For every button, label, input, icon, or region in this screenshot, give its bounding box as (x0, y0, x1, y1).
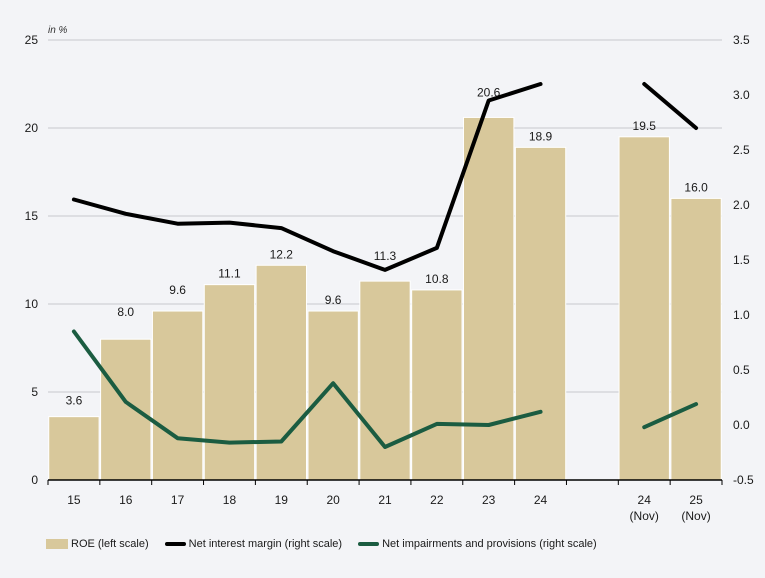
bar-value-label: 9.6 (169, 283, 186, 297)
net-impairments-line-swatch (358, 542, 380, 546)
x-tick-label: 18 (223, 493, 237, 507)
bar-roe-24 (514, 146, 567, 481)
roe-bar-swatch (46, 539, 68, 549)
bar-value-label: 3.6 (66, 394, 83, 408)
bar-value-label: 16.0 (684, 180, 708, 194)
bar-roe-17 (151, 310, 204, 481)
x-tick-label: 16 (119, 493, 133, 507)
right-axis-tick-label: 0.0 (733, 418, 750, 432)
left-axis-tick-label: 0 (31, 473, 38, 487)
bar-roe-24-nov- (618, 136, 670, 481)
right-axis-tick-label: -0.5 (733, 473, 754, 487)
bar-roe-15 (48, 416, 100, 481)
x-tick-label: 24 (Nov) (630, 493, 659, 523)
left-axis-tick-label: 15 (25, 209, 39, 223)
bar-value-label: 18.9 (529, 129, 553, 143)
left-axis-tick-label: 5 (31, 385, 38, 399)
x-tick-label: 22 (430, 493, 444, 507)
chart-legend: ROE (left scale) Net interest margin (ri… (46, 538, 597, 550)
net-impairments-line-segment (71, 329, 543, 449)
bar-value-label: 19.5 (633, 119, 657, 133)
legend-label-net-impairments: Net impairments and provisions (right sc… (382, 538, 597, 550)
x-tick-label: 17 (171, 493, 185, 507)
net-interest-margin-line-segment (71, 82, 543, 272)
net-interest-margin-line-swatch (164, 542, 186, 546)
bar-value-label: 8.0 (117, 305, 134, 319)
right-axis-tick-label: 3.5 (733, 33, 750, 47)
roe-nim-impairments-chart: in % 3.6 8.0 9.6 11.1 12.2 9.6 11.3 10.8 20.6 18.9… (25, 25, 754, 523)
bar-value-label: 11.1 (218, 267, 241, 281)
x-tick-label: 19 (275, 493, 289, 507)
bar-value-label: 10.8 (425, 272, 449, 286)
bar-value-label: 11.3 (374, 249, 397, 263)
right-axis-tick-label: 2.5 (733, 143, 750, 157)
right-axis-tick-label: 2.0 (733, 198, 750, 212)
left-axis-tick-label: 20 (25, 121, 39, 135)
bar-value-label: 20.6 (477, 85, 501, 99)
bar-roe-25-nov- (670, 197, 722, 481)
x-tick-label: 24 (534, 493, 548, 507)
bar-value-label: 12.2 (270, 247, 294, 261)
legend-item-roe: ROE (left scale) (46, 538, 149, 550)
bar-roe-20 (307, 310, 359, 481)
x-tick-label: 15 (67, 493, 81, 507)
right-axis-tick-label: 3.0 (733, 88, 750, 102)
left-axis-tick-label: 25 (25, 33, 39, 47)
right-axis-tick-label: 1.0 (733, 308, 750, 322)
legend-item-net-impairments: Net impairments and provisions (right sc… (358, 538, 597, 550)
legend-item-net-interest-margin: Net interest margin (right scale) (164, 538, 343, 550)
net-interest-margin-line-segment (642, 82, 699, 130)
right-axis-tick-label: 0.5 (733, 363, 750, 377)
right-axis-tick-label: 1.5 (733, 253, 750, 267)
net-impairments-line-segment (642, 402, 699, 430)
bar-roe-19 (255, 264, 307, 481)
left-axis-tick-label: 10 (25, 297, 39, 311)
x-tick-label: 20 (326, 493, 340, 507)
bar-roe-22 (411, 289, 463, 481)
bar-roe-18 (203, 284, 256, 481)
x-tick-label: 23 (482, 493, 496, 507)
bar-roe-21 (359, 280, 411, 481)
bar-value-label: 9.6 (325, 293, 342, 307)
x-tick-label: 25 (Nov) (681, 493, 710, 523)
legend-label-net-interest-margin: Net interest margin (right scale) (188, 538, 343, 550)
legend-label-roe: ROE (left scale) (71, 538, 149, 550)
axis-unit-label: in % (48, 25, 68, 36)
x-tick-label: 21 (378, 493, 392, 507)
bar-roe-16 (100, 338, 152, 481)
